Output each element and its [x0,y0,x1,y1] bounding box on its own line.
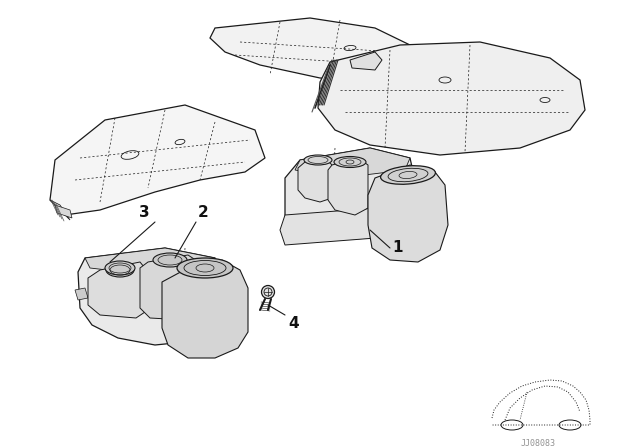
Polygon shape [88,262,148,318]
Text: 3: 3 [140,205,150,220]
Polygon shape [50,105,265,215]
Ellipse shape [153,253,187,267]
Polygon shape [295,148,410,178]
Polygon shape [298,158,332,202]
Ellipse shape [334,156,366,168]
Polygon shape [55,205,72,218]
Ellipse shape [304,155,332,165]
Ellipse shape [105,261,135,275]
Polygon shape [328,158,368,215]
Polygon shape [285,148,415,240]
Text: 2: 2 [198,205,209,220]
Ellipse shape [262,285,275,298]
Polygon shape [368,165,448,262]
Polygon shape [162,260,248,358]
Polygon shape [75,288,88,300]
Polygon shape [140,255,200,320]
Ellipse shape [106,263,134,277]
Polygon shape [50,200,70,220]
Ellipse shape [381,166,435,184]
Text: JJ08083: JJ08083 [520,439,556,448]
Polygon shape [78,248,228,345]
Polygon shape [85,248,215,275]
Polygon shape [350,52,382,70]
Text: 1: 1 [392,241,403,255]
Polygon shape [318,42,585,155]
Polygon shape [210,18,410,82]
Ellipse shape [177,258,233,278]
Text: 4: 4 [288,316,299,331]
Polygon shape [280,205,420,245]
